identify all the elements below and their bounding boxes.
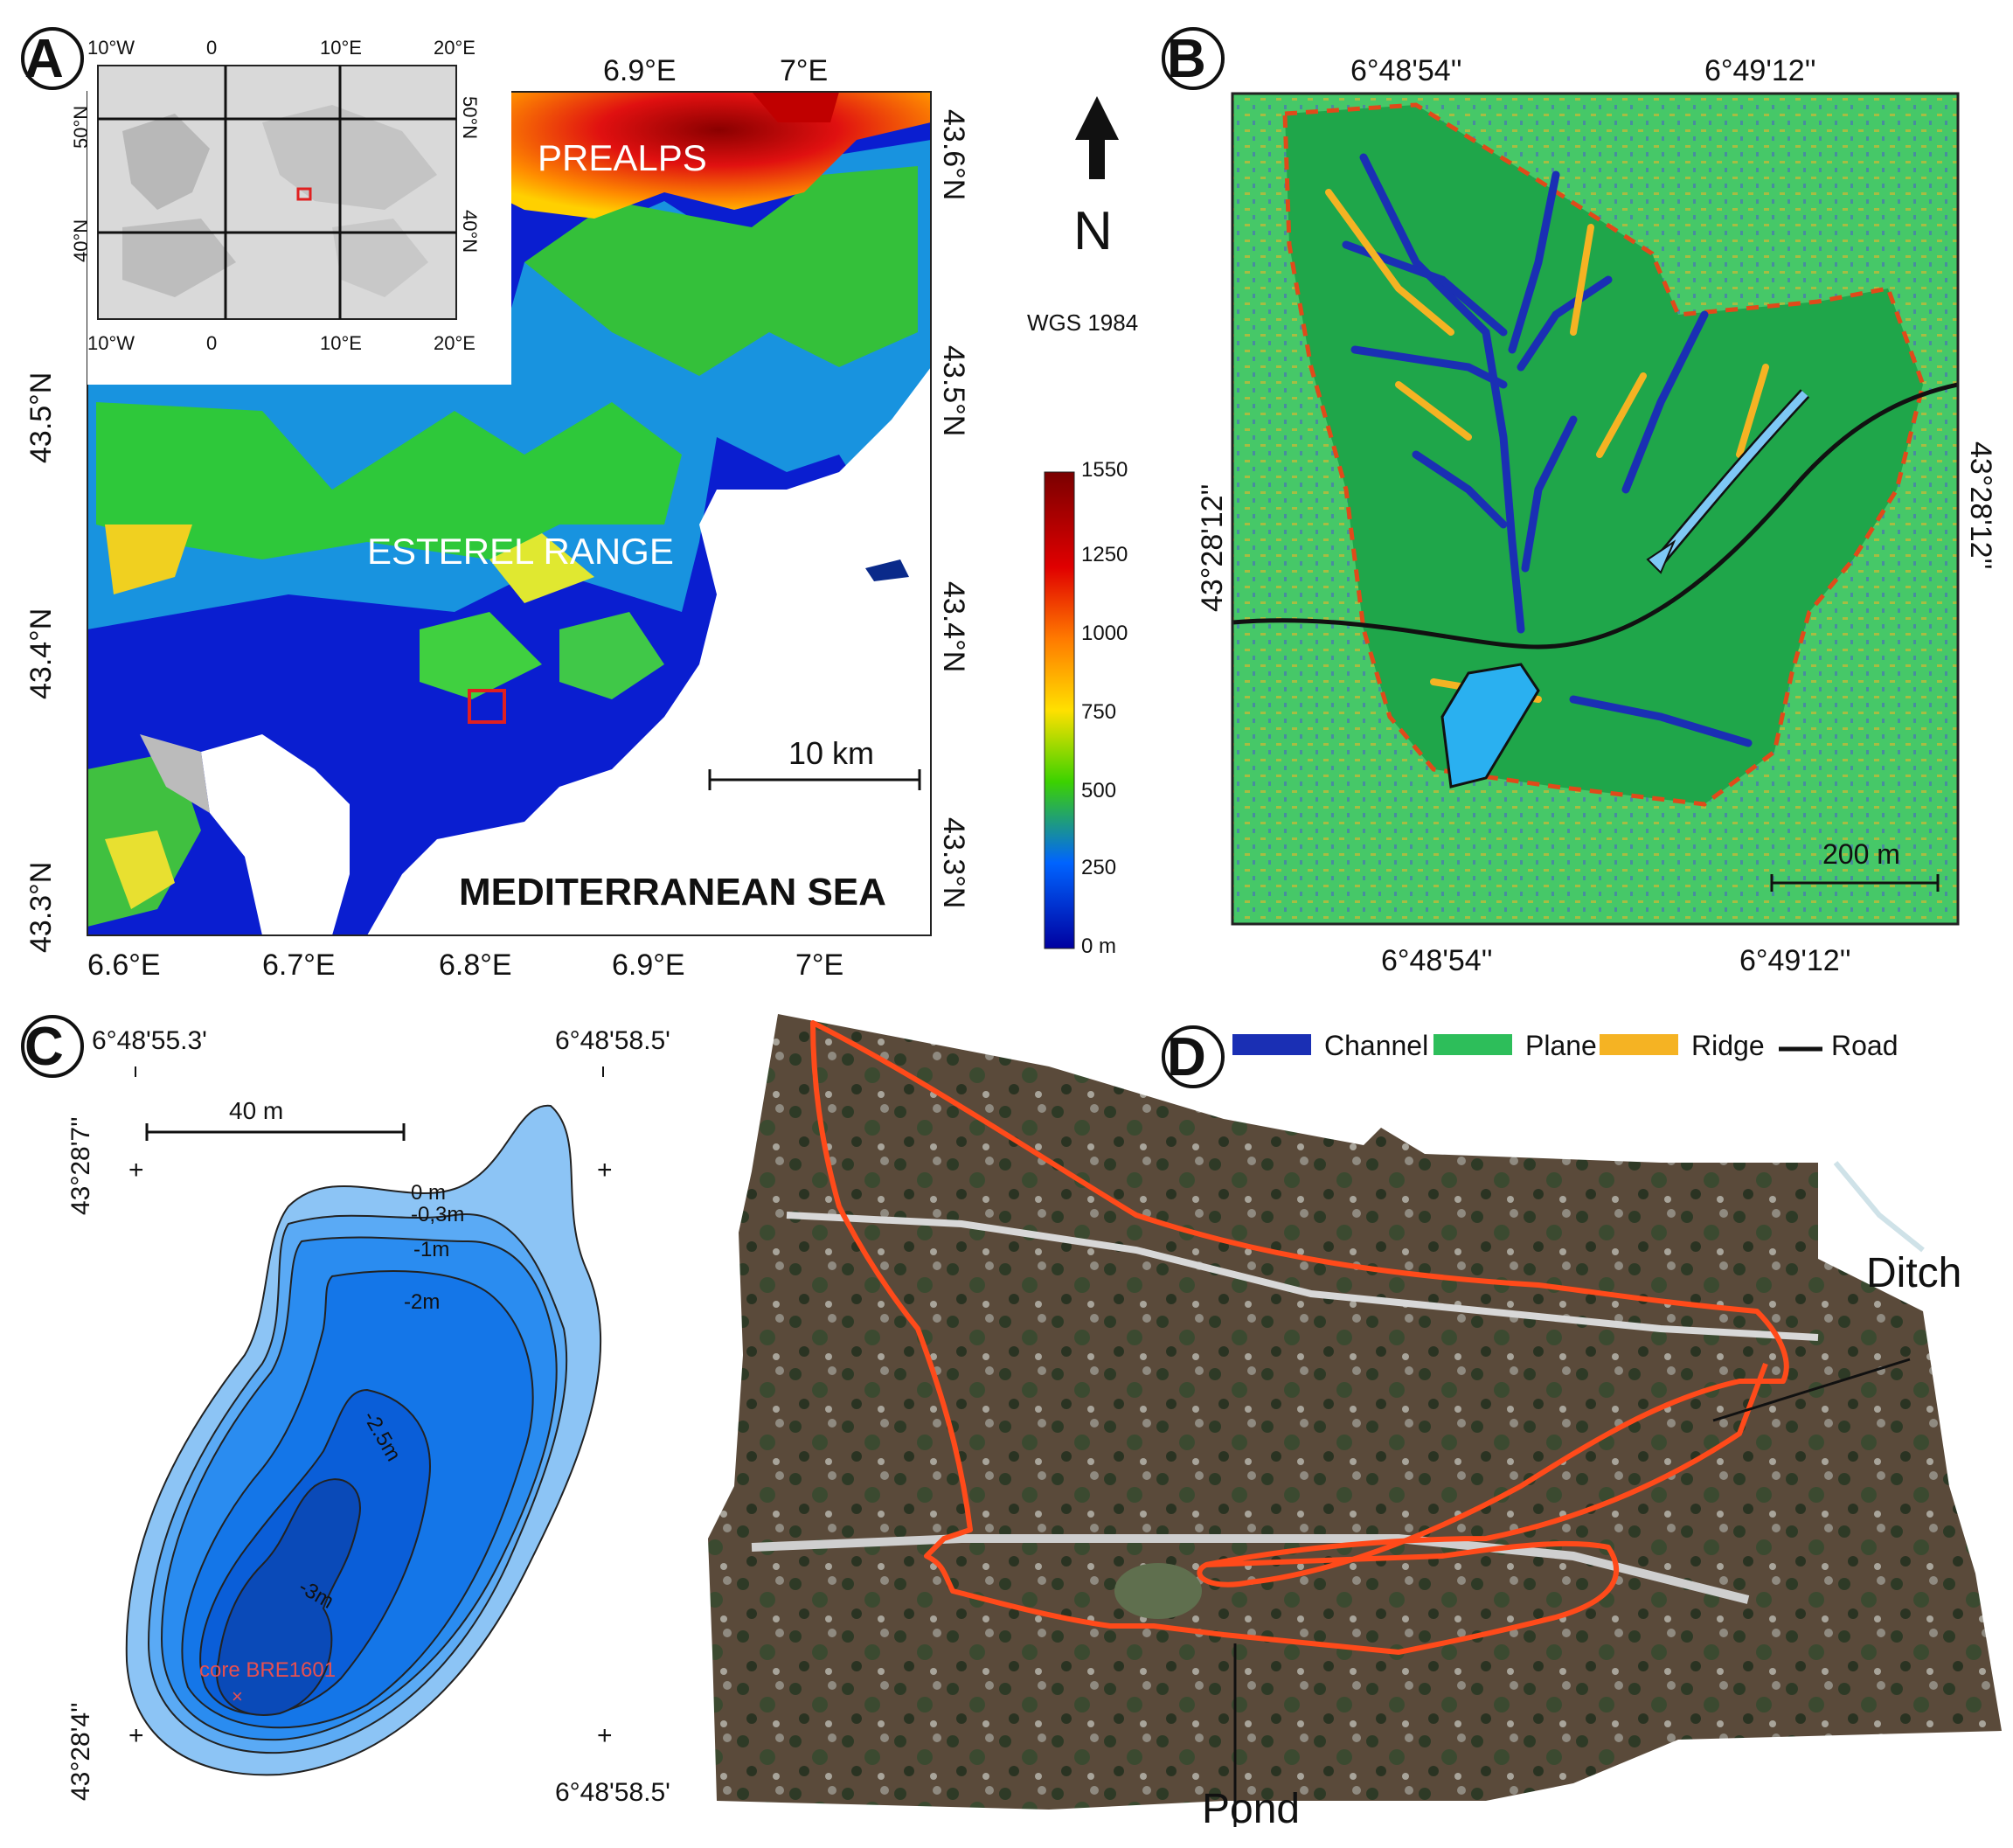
inset-tick: 10°E <box>320 332 362 354</box>
contour-label: 0 m <box>411 1181 446 1205</box>
label-ditch: Ditch <box>1866 1250 1961 1296</box>
panel-a: A 10°W 0 10°E 20°E 10°W 0 10°E 20°E 50°N… <box>21 27 1138 982</box>
core-marker-icon: × <box>232 1685 243 1707</box>
contour-label: -0,3m <box>411 1203 464 1226</box>
svg-text:200 m: 200 m <box>1822 838 1900 870</box>
inset-tick: 10°E <box>320 37 362 59</box>
svg-text:0 m: 0 m <box>1081 934 1116 958</box>
road-line <box>1232 382 1958 650</box>
legend-swatch-channel <box>1232 1034 1311 1055</box>
axis-tick-bottom: 6°48'58.5' <box>555 1778 670 1807</box>
axis-tick-top: 6°48'55.3' <box>92 1026 207 1055</box>
legend-label-road: Road <box>1831 1030 1898 1061</box>
axis-tick-right: 43.4°N <box>937 581 970 672</box>
axis-tick-left: 43°28'7'' <box>66 1116 95 1215</box>
axis-tick-right: 43.3°N <box>937 817 970 908</box>
svg-text:10 km: 10 km <box>788 735 874 771</box>
axis-tick-left: 43°28'12'' <box>1196 483 1229 612</box>
core-label: core BRE1601 <box>199 1658 336 1682</box>
pond-shape <box>1440 663 1540 789</box>
catchment-outline <box>810 1020 1789 1655</box>
svg-text:40 m: 40 m <box>229 1097 283 1124</box>
axis-tick-bottom: 6°48'54'' <box>1381 944 1493 977</box>
axis-tick-top: 6.9°E <box>603 54 677 87</box>
axis-tick-top: 6°48'58.5' <box>555 1026 670 1055</box>
svg-text:+: + <box>128 1156 144 1185</box>
axis-tick-bottom: 7°E <box>795 948 843 982</box>
axis-tick-bottom: 6.9°E <box>612 948 685 982</box>
inset-tick: 40°N <box>70 219 92 262</box>
axis-tick-bottom: 6.6°E <box>87 948 161 982</box>
label-pond: Pond <box>1202 1786 1300 1832</box>
scale-bar-b: 200 m <box>1770 838 1940 892</box>
axis-tick-top: 6°48'54'' <box>1350 54 1462 87</box>
pond-photo <box>1114 1563 1202 1619</box>
axis-tick-right: 43.6°N <box>937 109 970 200</box>
axis-tick-top: 7°E <box>780 54 828 87</box>
svg-text:+: + <box>597 1721 613 1750</box>
inset-tick: 0 <box>206 332 217 354</box>
panel-b: B 6°48'54'' 6°49'12'' 6°48'54'' 6°49'12'… <box>1162 27 1997 1061</box>
svg-text:500: 500 <box>1081 779 1116 802</box>
axis-tick-bottom: 6°49'12'' <box>1739 944 1851 977</box>
scale-bar-a: 10 km <box>708 735 921 790</box>
axis-tick-top: 6°49'12'' <box>1704 54 1816 87</box>
inset-tick: 10°W <box>87 332 135 354</box>
legend-label-ridge: Ridge <box>1691 1030 1765 1061</box>
inset-locator-map <box>87 61 511 385</box>
inset-tick: 40°N <box>459 210 481 253</box>
bathymetry-contours <box>125 1104 602 1776</box>
axis-tick-bottom: 6.8°E <box>439 948 512 982</box>
svg-text:+: + <box>128 1721 144 1750</box>
svg-text:1000: 1000 <box>1081 622 1128 645</box>
datum-label: WGS 1984 <box>1027 309 1138 336</box>
axis-tick-left: 43.3°N <box>24 862 58 953</box>
flow-arrow-icon <box>1657 390 1808 562</box>
landform-legend: Channel Plane Ridge Road <box>1232 1030 1898 1061</box>
legend-swatch-plane <box>1433 1034 1512 1055</box>
axis-tick-right: 43.5°N <box>937 345 970 436</box>
svg-text:750: 750 <box>1081 700 1116 724</box>
legend-label-channel: Channel <box>1324 1030 1428 1061</box>
landform-map <box>1232 94 1958 924</box>
svg-text:250: 250 <box>1081 856 1116 879</box>
elevation-colorbar: 1550 1250 1000 750 500 250 0 m <box>1044 458 1128 958</box>
inset-tick: 50°N <box>70 106 92 149</box>
inset-tick: 10°W <box>87 37 135 59</box>
label-prealps: PREALPS <box>538 137 707 178</box>
ditch-leader-line <box>1712 1358 1911 1422</box>
inset-tick: 0 <box>206 37 217 59</box>
study-area-box <box>468 689 506 724</box>
north-arrow-icon: N <box>1073 96 1119 261</box>
scale-bar-c: 40 m <box>145 1097 406 1141</box>
axis-tick-right: 43°28'12'' <box>1964 441 1997 570</box>
inset-study-area-box <box>296 187 312 201</box>
contour-label: -1m <box>413 1238 449 1261</box>
axis-tick-left: 43.5°N <box>24 372 58 463</box>
panel-c: C 6°48'55.3' 6°48'58.5' 6°48'58.5' 43°28… <box>21 1015 670 1807</box>
label-esterel-range: ESTEREL RANGE <box>367 531 674 572</box>
inset-tick: 20°E <box>434 332 475 354</box>
svg-text:1550: 1550 <box>1081 458 1128 482</box>
inset-tick: 50°N <box>459 96 481 139</box>
north-label: N <box>1073 201 1113 261</box>
inset-tick: 20°E <box>434 37 475 59</box>
aerial-photo <box>708 1014 2002 1810</box>
axis-tick-left: 43.4°N <box>24 608 58 699</box>
legend-swatch-ridge <box>1600 1034 1678 1055</box>
label-mediterranean-sea: MEDITERRANEAN SEA <box>459 871 886 914</box>
panel-d: D Ditch Pond <box>708 1014 2002 1832</box>
legend-label-plane: Plane <box>1525 1030 1597 1061</box>
svg-text:+: + <box>597 1156 613 1185</box>
contour-label: -2m <box>404 1290 440 1314</box>
svg-text:1250: 1250 <box>1081 543 1128 566</box>
axis-tick-bottom: 6.7°E <box>262 948 336 982</box>
axis-tick-left: 43°28'4'' <box>66 1702 95 1801</box>
